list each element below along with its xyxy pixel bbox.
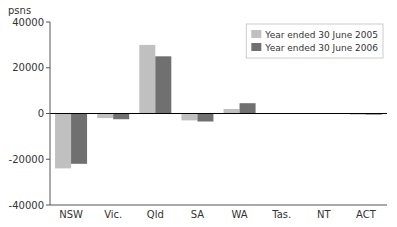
y-tick bbox=[46, 113, 50, 114]
x-tick-label: WA bbox=[231, 209, 247, 220]
bar bbox=[55, 114, 71, 169]
x-tick-label: ACT bbox=[356, 209, 377, 220]
legend-label: Year ended 30 June 2006 bbox=[264, 43, 378, 53]
legend-box bbox=[246, 24, 383, 58]
bar bbox=[113, 114, 129, 120]
x-tick-label: NT bbox=[317, 209, 331, 220]
x-axis-line bbox=[50, 205, 387, 206]
y-tick-label: 0 bbox=[38, 108, 44, 119]
y-axis-label: psns bbox=[8, 5, 31, 16]
x-tick-label: Tas. bbox=[271, 209, 291, 220]
y-tick bbox=[46, 22, 50, 23]
zero-line bbox=[50, 113, 387, 114]
bar bbox=[181, 114, 197, 121]
y-tick-label: 20000 bbox=[12, 62, 44, 73]
x-tick-label: NSW bbox=[59, 209, 83, 220]
bar bbox=[71, 114, 87, 164]
legend-label: Year ended 30 June 2005 bbox=[264, 30, 378, 40]
bar bbox=[97, 114, 113, 119]
bar bbox=[224, 109, 240, 114]
y-axis-line bbox=[50, 22, 51, 205]
bars bbox=[55, 45, 382, 169]
bar bbox=[240, 103, 256, 113]
y-tick bbox=[46, 159, 50, 160]
bar bbox=[155, 56, 171, 113]
legend-swatch bbox=[251, 30, 261, 38]
y-tick-label: 40000 bbox=[12, 17, 44, 28]
chart: -40000 -20000 0 20000 40000psns NSW Vic. Qld SA W… bbox=[0, 0, 397, 227]
y-tick-label: -20000 bbox=[9, 154, 44, 165]
bar bbox=[197, 114, 213, 122]
bar bbox=[139, 45, 155, 114]
y-tick bbox=[46, 67, 50, 68]
x-tick-label: Qld bbox=[147, 209, 164, 220]
y-tick bbox=[46, 205, 50, 206]
y-tick-label: -40000 bbox=[9, 200, 44, 211]
legend: Year ended 30 June 2005 Year ended 30 Jun… bbox=[246, 24, 383, 58]
legend-swatch bbox=[251, 43, 261, 51]
x-tick-label: SA bbox=[191, 209, 205, 220]
x-tick-label: Vic. bbox=[104, 209, 122, 220]
